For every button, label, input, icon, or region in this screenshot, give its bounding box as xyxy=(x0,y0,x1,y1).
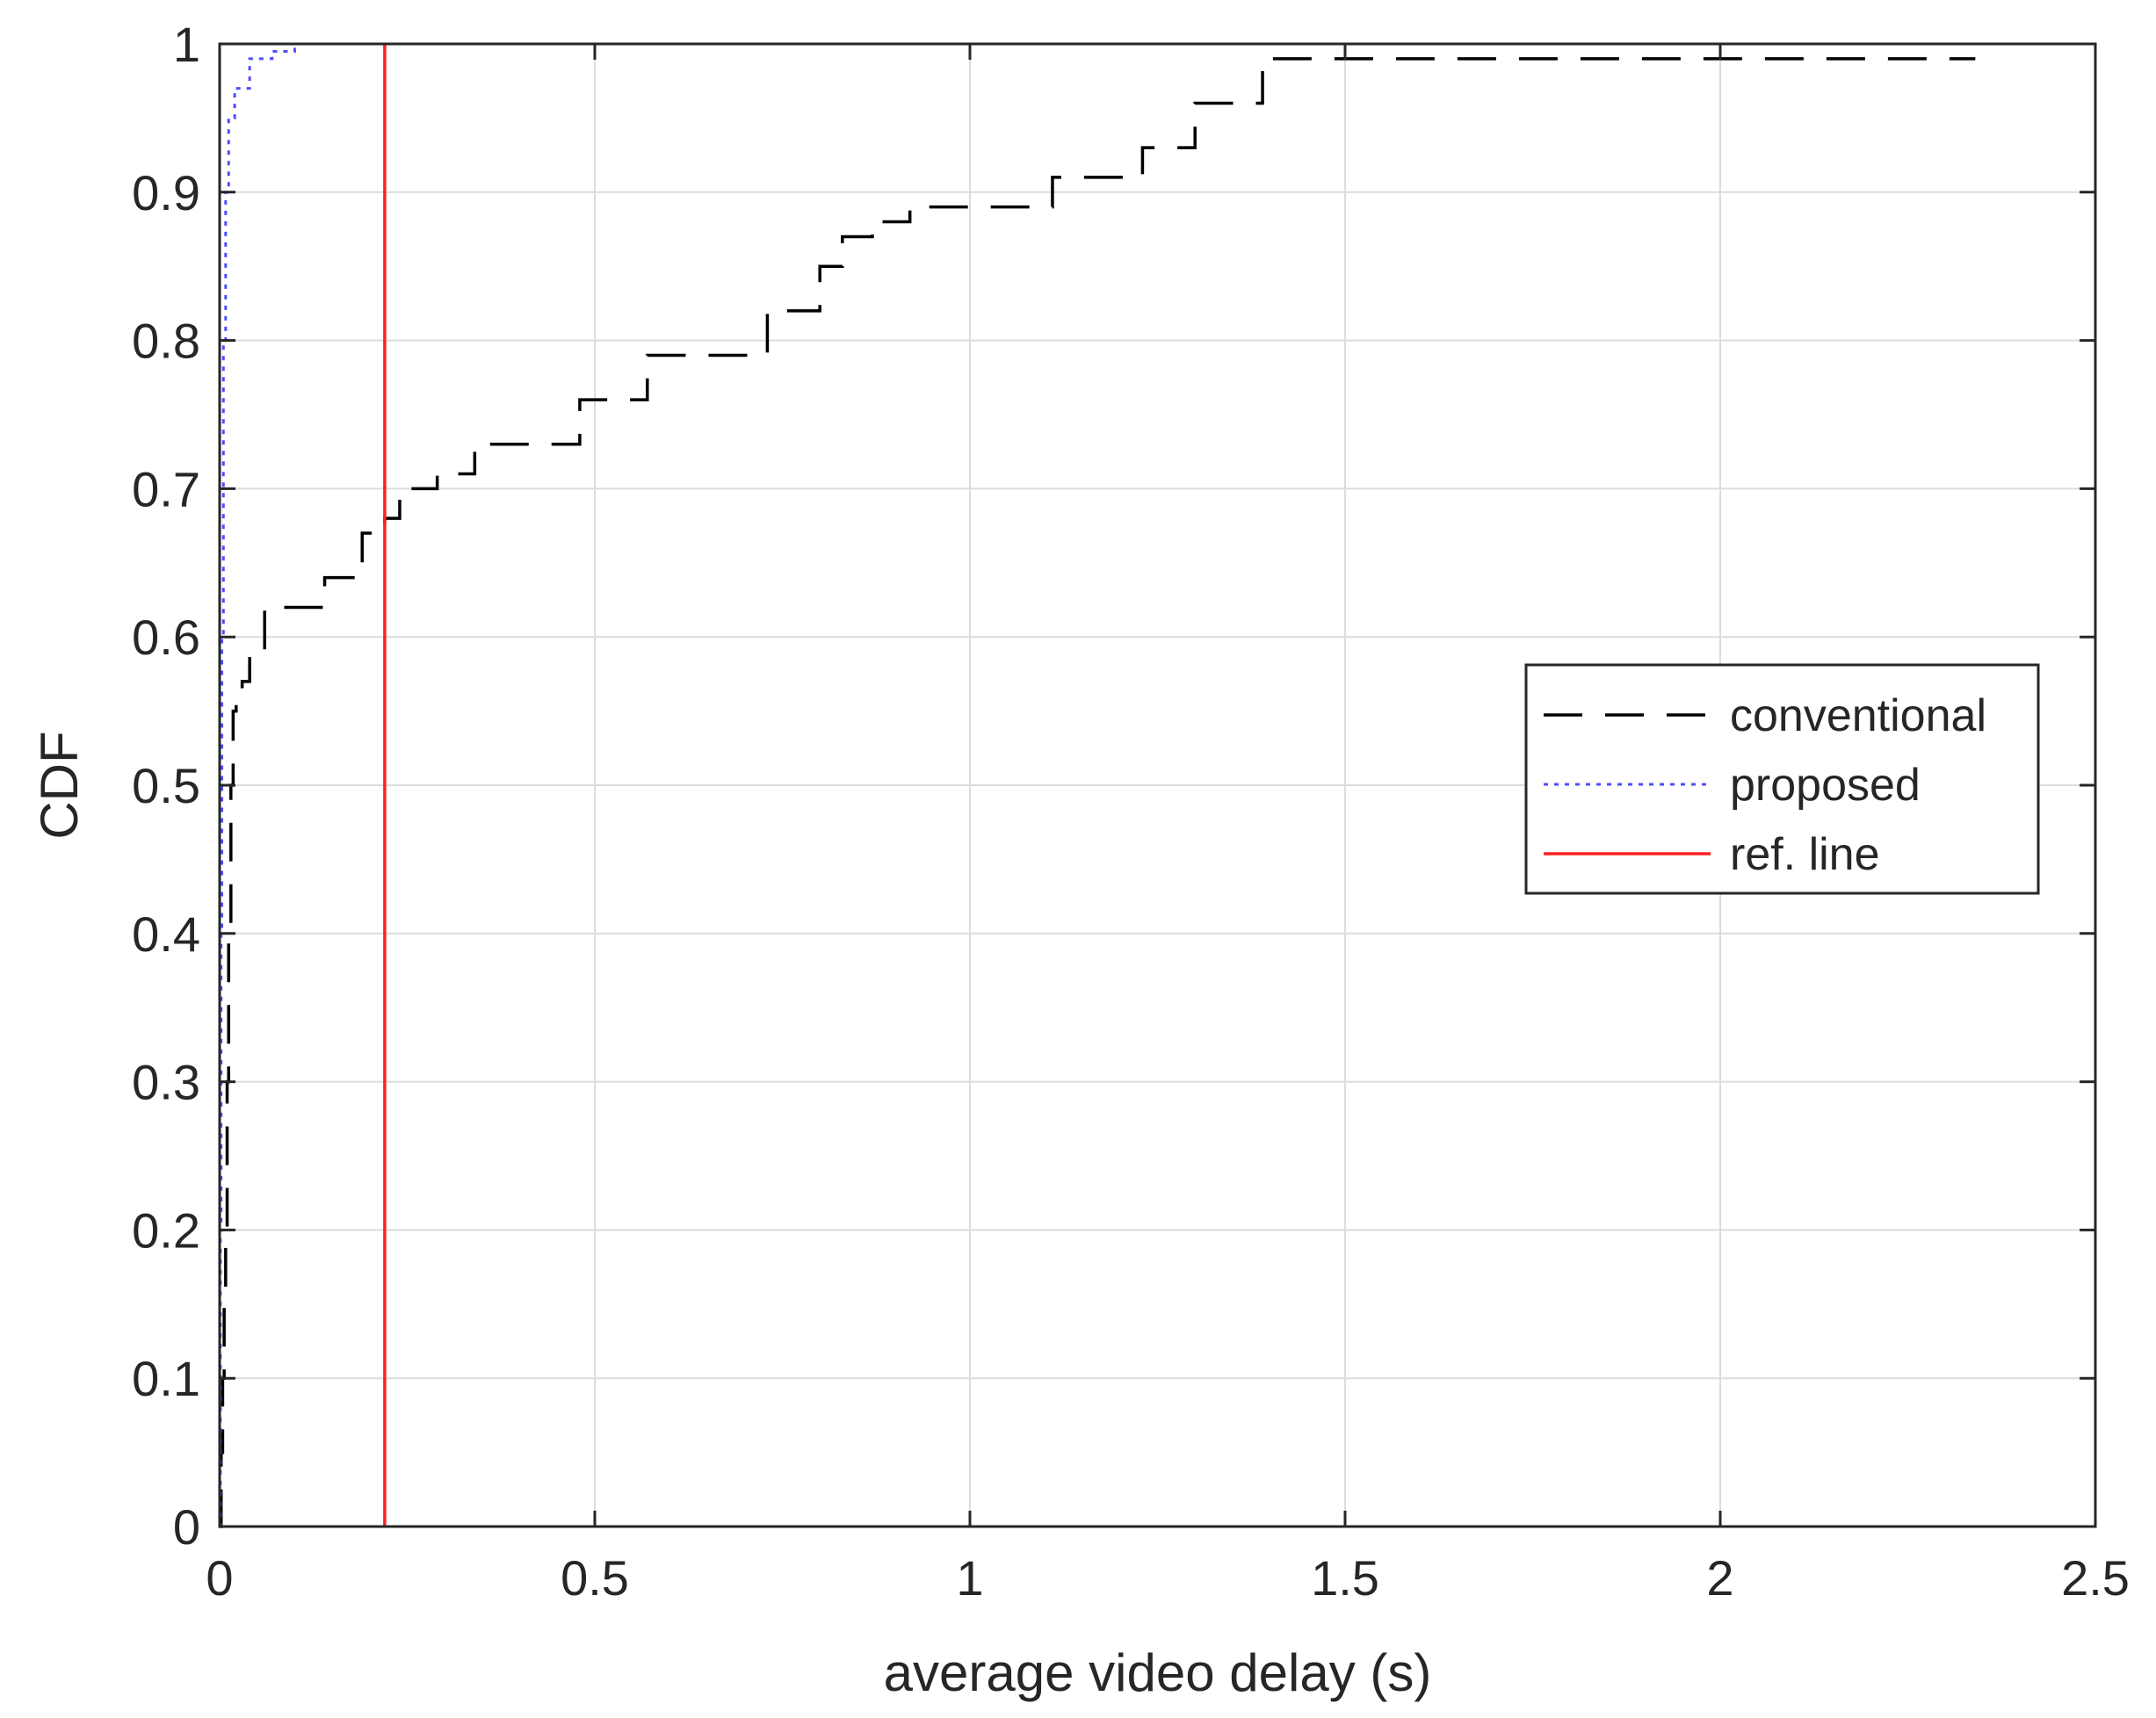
y-tick-label: 0.9 xyxy=(132,165,200,220)
y-tick-label: 0.2 xyxy=(132,1202,200,1258)
x-tick-label: 0.5 xyxy=(561,1550,629,1606)
legend-label: conventional xyxy=(1730,690,1986,741)
y-tick-label: 0.3 xyxy=(132,1055,200,1110)
y-axis-label: CDF xyxy=(30,731,89,839)
y-tick-label: 0.1 xyxy=(132,1351,200,1406)
y-tick-label: 0.5 xyxy=(132,758,200,813)
x-tick-label: 2 xyxy=(1706,1550,1733,1606)
legend-label: proposed xyxy=(1730,760,1921,811)
y-tick-label: 0 xyxy=(173,1499,200,1555)
y-tick-label: 0.4 xyxy=(132,906,200,962)
x-axis-label: average video delay (s) xyxy=(884,1643,1432,1702)
x-tick-label: 1.5 xyxy=(1311,1550,1379,1606)
legend-label: ref. line xyxy=(1730,829,1880,880)
y-tick-label: 0.8 xyxy=(132,314,200,369)
y-tick-label: 1 xyxy=(173,17,200,72)
x-tick-label: 2.5 xyxy=(2061,1550,2130,1606)
y-tick-label: 0.6 xyxy=(132,610,200,665)
legend: conventional proposed ref. line xyxy=(1524,663,2040,895)
y-tick-label: 0.7 xyxy=(132,461,200,516)
x-tick-label: 1 xyxy=(956,1550,983,1606)
axis-ticks: 0 0.5 1 1.5 2 2.5 0 0.1 0.2 0.3 0.4 0.5 0.6 0.7 0.8 0.9… xyxy=(132,17,2130,1606)
x-tick-label: 0 xyxy=(206,1550,233,1606)
grid xyxy=(219,43,2096,1527)
